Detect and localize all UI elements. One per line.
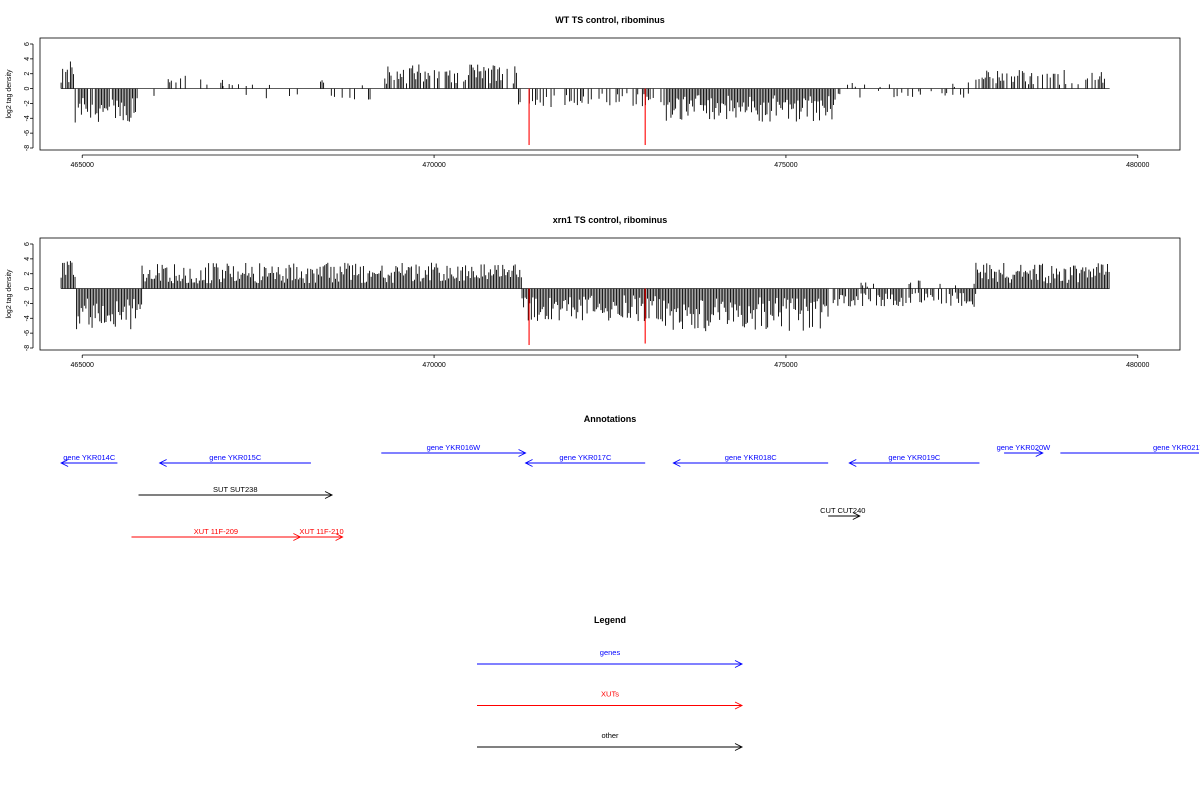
annotation-xut: XUT 11F-209	[131, 527, 302, 541]
xrn1-x-tick-label: 465000	[71, 362, 94, 369]
annotation-gene: gene YKR020W	[997, 443, 1052, 457]
annotation-label: gene YKR015C	[209, 453, 262, 462]
annotation-other: CUT CUT240	[820, 506, 865, 520]
legend-label: XUTs	[601, 690, 619, 699]
annotation-label: XUT 11F-209	[194, 527, 238, 536]
wt-bars	[60, 61, 1110, 146]
xrn1-bars	[60, 260, 1110, 346]
wt-x-tick-label: 475000	[774, 162, 797, 169]
wt-x-axis: 465000 470000 475000 480000	[71, 154, 1150, 169]
legend-arrowhead	[734, 743, 744, 751]
annotations-title: Annotations	[584, 414, 637, 424]
annotation-label: gene YKR020W	[997, 443, 1052, 452]
annotation-gene: gene YKR016W	[381, 443, 527, 457]
annotation-arrowhead	[335, 533, 344, 541]
legend-label: genes	[600, 648, 621, 657]
legend-item-other: other	[477, 731, 744, 751]
annotation-gene: gene YKR017C	[524, 453, 646, 467]
xrn1-y-tick-label: 2	[24, 272, 31, 276]
wt-x-tick-label: 480000	[1126, 162, 1149, 169]
annotation-label: gene YKR021W	[1153, 443, 1200, 452]
wt-track-panel: WT TS control, ribominus log2 tag densit…	[6, 15, 1181, 169]
annotation-label: SUT SUT238	[213, 485, 257, 494]
wt-y-tick-label: -4	[24, 115, 31, 121]
annotation-arrowhead	[1035, 449, 1044, 457]
xrn1-y-tick-label: 4	[24, 257, 31, 261]
xrn1-x-tick-label: 480000	[1126, 362, 1149, 369]
xrn1-y-tick-label: -8	[24, 345, 31, 351]
wt-x-tick-label: 465000	[71, 162, 94, 169]
legend-arrowhead	[734, 660, 744, 668]
annotation-label: gene YKR019C	[888, 453, 941, 462]
annotation-arrowhead	[852, 512, 861, 520]
wt-y-tick-label: 4	[24, 57, 31, 61]
annotation-label: gene YKR016W	[427, 443, 482, 452]
xrn1-y-tick-label: -6	[24, 330, 31, 336]
xrn1-y-axis-label: log2 tag density	[6, 269, 13, 319]
annotation-gene: gene YKR018C	[672, 453, 829, 467]
annotations-panel: Annotations gene YKR014C gene YKR015Cgene…	[60, 414, 1200, 541]
wt-track-title: WT TS control, ribominus	[555, 15, 665, 25]
xrn1-y-axis: 6 4 2 0 -2 -4 -6 -8	[24, 242, 34, 351]
annotation-arrowhead	[848, 459, 857, 467]
legend-label: other	[601, 731, 619, 740]
xrn1-y-tick-label: -2	[24, 300, 31, 306]
xrn1-x-tick-label: 475000	[774, 362, 797, 369]
legend-item-xuts: XUTs	[477, 690, 744, 710]
annotation-xut: XUT 11F-210	[299, 527, 344, 541]
xrn1-x-tick-label: 470000	[422, 362, 445, 369]
wt-y-tick-label: 0	[24, 87, 31, 91]
annotation-arrowhead	[672, 459, 681, 467]
annotation-arrowhead	[60, 459, 69, 467]
xrn1-x-axis: 465000 470000 475000 480000	[71, 354, 1150, 369]
annotation-gene: gene YKR021W	[1060, 443, 1200, 454]
annotation-gene: gene YKR014C	[60, 453, 118, 467]
xrn1-track-title: xrn1 TS control, ribominus	[553, 215, 668, 225]
wt-y-axis: 6 4 2 0 -2 -4 -6 -8	[24, 42, 34, 151]
annotation-label: XUT 11F-210	[299, 527, 343, 536]
annotation-arrowhead	[158, 459, 167, 467]
annotation-label: gene YKR018C	[725, 453, 778, 462]
wt-y-tick-label: -6	[24, 130, 31, 136]
annotation-features: gene YKR014C gene YKR015C gene YKR016W gene…	[60, 443, 1200, 541]
wt-y-tick-label: -8	[24, 145, 31, 151]
annotation-label: gene YKR014C	[63, 453, 116, 462]
legend-arrowhead	[734, 701, 744, 710]
xrn1-plot-frame	[39, 237, 1181, 351]
legend-item-genes: genes	[477, 648, 744, 668]
wt-x-tick-label: 470000	[422, 162, 445, 169]
wt-plot-frame	[39, 37, 1181, 151]
xrn1-y-tick-label: 0	[24, 287, 31, 291]
annotation-arrowhead	[324, 491, 334, 499]
xrn1-y-tick-label: -4	[24, 315, 31, 321]
wt-y-tick-label: 2	[24, 72, 31, 76]
legend-title: Legend	[594, 615, 626, 625]
annotation-arrowhead	[524, 459, 533, 467]
annotation-label: CUT CUT240	[820, 506, 865, 515]
wt-y-axis-label: log2 tag density	[6, 69, 13, 119]
wt-y-tick-label: 6	[24, 42, 31, 46]
wt-y-tick-label: -2	[24, 100, 31, 106]
annotation-label: gene YKR017C	[559, 453, 612, 462]
annotation-arrowhead	[518, 449, 527, 457]
annotation-other: SUT SUT238	[138, 485, 334, 499]
legend-items: genes XUTs other	[477, 648, 744, 751]
xrn1-track-panel: xrn1 TS control, ribominus log2 tag dens…	[6, 215, 1181, 369]
annotation-gene: gene YKR015C	[158, 453, 311, 467]
xrn1-y-tick-label: 6	[24, 242, 31, 246]
legend-panel: Legend genes XUTs other	[477, 615, 744, 751]
annotation-gene: gene YKR019C	[848, 453, 980, 467]
